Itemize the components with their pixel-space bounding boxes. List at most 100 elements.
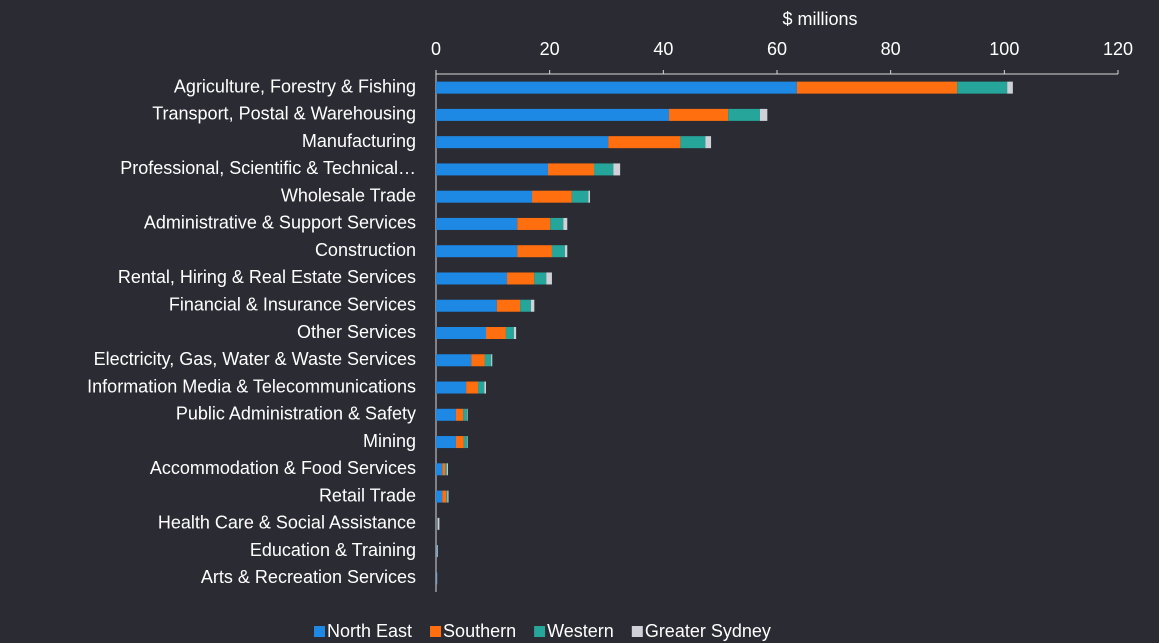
bar-segment <box>455 436 464 449</box>
bar-segment <box>436 136 609 149</box>
y-tick-label: Wholesale Trade <box>281 185 416 205</box>
x-tick-label: 80 <box>881 39 901 59</box>
bar-segment <box>520 299 531 312</box>
bar-segment <box>517 245 552 258</box>
bar-segment <box>680 136 706 149</box>
bar-segment <box>436 245 518 258</box>
y-tick-label: Arts & Recreation Services <box>201 567 416 587</box>
bar-segment <box>547 163 594 176</box>
axis-title: $ millions <box>782 9 857 29</box>
bar-segment <box>445 463 447 476</box>
x-tick-label: 0 <box>431 39 441 59</box>
bar-segment <box>1007 81 1013 94</box>
bar-segment <box>507 272 535 285</box>
y-tick-label: Administrative & Support Services <box>144 213 416 233</box>
legend-label: Western <box>547 621 614 641</box>
bar-segment <box>436 299 497 312</box>
bar-segment <box>436 572 437 585</box>
bar-segment <box>530 299 535 312</box>
bar-segment <box>478 381 485 394</box>
bar-segment <box>436 217 518 230</box>
bar-segment <box>571 190 589 203</box>
x-tick-label: 100 <box>989 39 1019 59</box>
bar-segment <box>436 272 508 285</box>
bar-segment <box>467 408 468 421</box>
bar-segment <box>436 381 467 394</box>
bar-segment <box>484 381 487 394</box>
bar-segment <box>532 190 572 203</box>
bar-segment <box>436 108 670 121</box>
bar-segment <box>463 436 468 449</box>
bar-segment <box>728 108 760 121</box>
y-tick-label: Education & Training <box>250 540 416 560</box>
bar-segment <box>486 327 506 339</box>
bar-segment <box>546 272 552 285</box>
y-tick-label: Electricity, Gas, Water & Waste Services <box>94 349 416 369</box>
y-tick-label: Professional, Scientific & Technical… <box>120 158 416 178</box>
bar-segment <box>436 190 533 203</box>
bar-segment <box>436 327 487 339</box>
bar-segment <box>436 408 456 421</box>
bar-segment <box>436 81 797 94</box>
bar-segment <box>517 217 551 230</box>
bar-segment <box>957 81 1008 94</box>
bar-segment <box>550 217 564 230</box>
bar-segment <box>446 490 448 503</box>
bar-segment <box>593 163 614 176</box>
y-tick-label: Agriculture, Forestry & Fishing <box>174 76 416 96</box>
bar-segment <box>436 517 437 530</box>
bar-segment <box>436 354 472 367</box>
bar-segment <box>613 163 621 176</box>
y-tick-label: Mining <box>363 431 416 451</box>
y-tick-label: Retail Trade <box>319 485 416 505</box>
bar-segment <box>436 163 548 176</box>
bar-segment <box>513 327 517 339</box>
bar-segment <box>466 381 479 394</box>
bar-segment <box>759 108 768 121</box>
y-tick-label: Information Media & Telecommunications <box>87 376 416 396</box>
bar-segment <box>436 545 437 558</box>
y-tick-label: Health Care & Social Assistance <box>158 513 416 533</box>
bar-segment <box>437 517 438 530</box>
bar-segment <box>471 354 485 367</box>
y-tick-label: Public Administration & Safety <box>176 404 416 424</box>
bar-segment <box>442 463 446 476</box>
x-tick-label: 40 <box>653 39 673 59</box>
y-tick-label: Transport, Postal & Warehousing <box>152 104 416 124</box>
legend-label: North East <box>327 621 412 641</box>
bar-segment <box>796 81 958 94</box>
legend-swatch <box>631 626 643 637</box>
bar-segment <box>455 408 464 421</box>
legend-swatch <box>314 626 325 637</box>
bar-segment <box>436 436 456 449</box>
bar-segment <box>491 354 493 367</box>
bar-segment <box>551 245 566 258</box>
bar-segment <box>588 190 591 203</box>
bar-segment <box>565 245 568 258</box>
y-tick-label: Other Services <box>297 322 416 342</box>
y-tick-label: Construction <box>315 240 416 260</box>
y-tick-label: Accommodation & Food Services <box>150 458 416 478</box>
legend-swatch <box>430 626 442 637</box>
x-tick-label: 60 <box>767 39 787 59</box>
bar-segment <box>447 490 449 503</box>
bar-segment <box>505 327 514 339</box>
bar-segment <box>467 436 468 449</box>
legend-swatch <box>534 626 546 637</box>
bar-segment <box>669 108 729 121</box>
bar-segment <box>437 517 440 530</box>
x-tick-label: 20 <box>540 39 560 59</box>
y-tick-label: Financial & Insurance Services <box>169 294 416 314</box>
bar-segment <box>534 272 547 285</box>
x-tick-label: 120 <box>1103 39 1133 59</box>
legend-label: Greater Sydney <box>645 621 771 641</box>
bar-segment <box>563 217 568 230</box>
bar-segment <box>436 545 438 558</box>
bar-segment <box>446 463 448 476</box>
bar-segment <box>436 463 443 476</box>
y-tick-label: Manufacturing <box>302 131 416 151</box>
bar-segment <box>436 490 443 503</box>
bar-segment <box>442 490 447 503</box>
legend-label: Southern <box>443 621 516 641</box>
